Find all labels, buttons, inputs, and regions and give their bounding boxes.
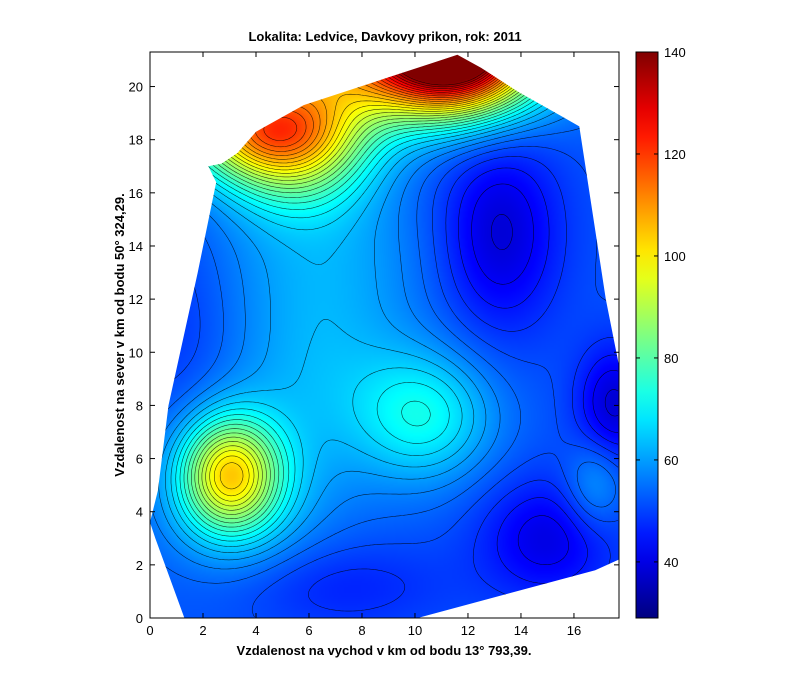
y-tick-label: 20 bbox=[129, 80, 143, 95]
y-tick-label: 4 bbox=[136, 505, 143, 520]
colorbar-tick-label: 120 bbox=[664, 147, 686, 162]
x-tick-label: 16 bbox=[567, 623, 581, 638]
colorbar-tick-label: 40 bbox=[664, 555, 678, 570]
y-tick-label: 6 bbox=[136, 452, 143, 467]
y-tick-label: 16 bbox=[129, 186, 143, 201]
x-tick-label: 2 bbox=[199, 623, 206, 638]
y-tick-label: 2 bbox=[136, 558, 143, 573]
x-tick-label: 10 bbox=[408, 623, 422, 638]
y-tick-label: 0 bbox=[136, 611, 143, 626]
colorbar-tick-label: 80 bbox=[664, 351, 678, 366]
x-tick-label: 0 bbox=[146, 623, 153, 638]
y-axis-label: Vzdalenost na sever v km od bodu 50° 324… bbox=[112, 193, 127, 476]
colorbar-tick-label: 140 bbox=[664, 45, 686, 60]
colorbar: 40 60 80 100 120 140 bbox=[635, 45, 686, 619]
x-tick-label: 14 bbox=[514, 623, 528, 638]
x-tick-label: 6 bbox=[305, 623, 312, 638]
x-axis-label: Vzdalenost na vychod v km od bodu 13° 79… bbox=[237, 643, 532, 658]
x-tick-label: 8 bbox=[358, 623, 365, 638]
x-tick-label: 4 bbox=[252, 623, 259, 638]
colorbar-tick-label: 60 bbox=[664, 453, 678, 468]
x-tick-label: 12 bbox=[461, 623, 475, 638]
chart-title: Lokalita: Ledvice, Davkovy prikon, rok: … bbox=[248, 29, 521, 44]
colorbar-tick-label: 100 bbox=[664, 249, 686, 264]
y-tick-label: 18 bbox=[129, 133, 143, 148]
y-tick-label: 8 bbox=[136, 398, 143, 413]
y-axis: 0 2 4 6 8 10 12 14 16 18 20 bbox=[129, 80, 619, 626]
colorbar-ticks: 40 60 80 100 120 140 bbox=[636, 45, 686, 570]
y-tick-label: 12 bbox=[129, 292, 143, 307]
plot-frame bbox=[149, 51, 620, 619]
y-tick-label: 14 bbox=[129, 239, 143, 254]
x-axis: 0 2 4 6 8 10 12 14 16 bbox=[146, 52, 581, 638]
y-tick-label: 10 bbox=[129, 345, 143, 360]
colorbar-scale bbox=[635, 51, 659, 619]
